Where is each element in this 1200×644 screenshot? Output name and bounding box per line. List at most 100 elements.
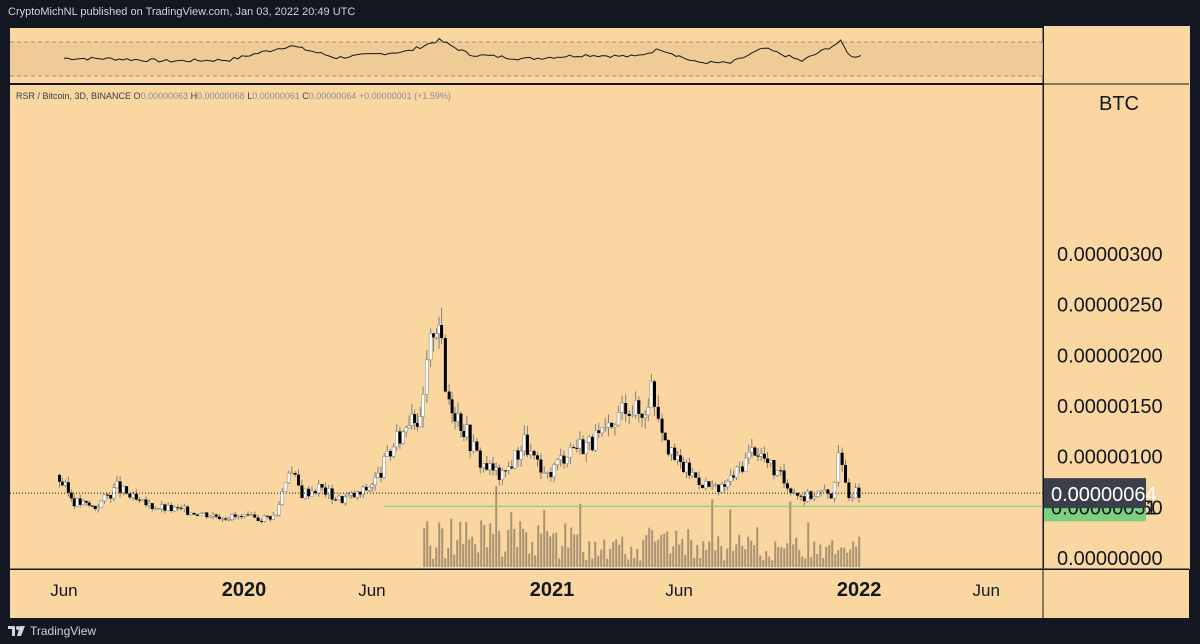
candle-down <box>195 514 199 516</box>
candle-down <box>762 453 766 459</box>
volume-bar <box>690 539 693 567</box>
candle-up <box>401 431 405 444</box>
volume-bar <box>627 559 630 567</box>
candle-down <box>682 461 686 473</box>
candle-up <box>522 434 527 452</box>
volume-bar <box>612 541 615 567</box>
legend-part-3: H <box>191 91 198 101</box>
candle-up <box>643 414 647 419</box>
candle-up <box>153 508 158 511</box>
volume-bar <box>819 544 822 567</box>
candle-up <box>646 407 651 416</box>
candle-up <box>407 425 411 428</box>
candle-down <box>847 482 851 498</box>
volume-bar <box>663 533 666 567</box>
candle-down <box>766 458 770 463</box>
volume-bar <box>519 521 522 567</box>
candle-down <box>297 474 301 486</box>
candle-down <box>84 500 88 503</box>
candle-up <box>274 514 278 517</box>
price-pane <box>10 85 1043 569</box>
candle-down <box>673 447 677 460</box>
candle-down <box>415 422 419 427</box>
candle-down <box>796 492 800 496</box>
candle-down <box>637 400 641 414</box>
volume-bar <box>852 541 855 567</box>
volume-bar <box>597 555 600 567</box>
candle-up <box>728 475 733 482</box>
volume-bar <box>600 549 603 567</box>
volume-bar <box>657 539 660 567</box>
volume-bar <box>720 546 723 567</box>
volume-bar <box>843 547 846 567</box>
chart[interactable]: RSR / Bitcoin, 3D, BINANCE O0.00000063 H… <box>0 26 1200 618</box>
volume-bar <box>525 532 528 567</box>
candle-down <box>462 430 466 437</box>
volume-bar <box>783 548 786 567</box>
volume-bar <box>801 556 804 567</box>
candle-up <box>391 446 396 457</box>
candle-up <box>471 441 476 452</box>
volume-bar <box>432 558 435 567</box>
volume-bar <box>666 531 669 567</box>
candle-down <box>666 440 670 455</box>
candle-down <box>809 491 813 499</box>
candle-up <box>121 486 126 493</box>
candle-up <box>600 427 604 434</box>
volume-bar <box>702 541 705 567</box>
candle-up <box>815 490 820 497</box>
candle-down <box>717 484 721 493</box>
volume-bar <box>765 551 768 567</box>
candle-down <box>497 467 501 480</box>
candle-up <box>529 450 533 456</box>
volume-bar <box>585 560 588 567</box>
volume-bar <box>486 547 489 567</box>
candle-down <box>300 485 304 499</box>
candle-up <box>337 495 341 500</box>
volume-bar <box>831 540 834 567</box>
candle-up <box>277 504 281 516</box>
candle-down <box>516 450 520 460</box>
volume-bar <box>555 532 558 567</box>
candle-down <box>789 488 793 493</box>
volume-bar <box>426 521 429 567</box>
volume-bar <box>615 539 618 567</box>
volume-bar <box>648 527 651 567</box>
candle-up <box>587 436 592 443</box>
candle-up <box>96 507 100 510</box>
publisher-bar: CryptoMichNL published on TradingView.co… <box>0 0 1200 26</box>
candle-up <box>373 477 377 486</box>
candle-down <box>723 484 727 487</box>
candle-up <box>147 502 151 506</box>
candle-up <box>743 457 748 472</box>
candle-down <box>627 413 631 416</box>
unit-label: BTC <box>1099 93 1139 115</box>
volume-bar <box>447 548 450 567</box>
volume-bar <box>453 554 456 567</box>
volume-bar <box>738 534 741 567</box>
legend-part-6: 0.00000061 <box>252 91 302 101</box>
candle-up <box>593 430 598 451</box>
candle-up <box>456 413 460 422</box>
candle-down <box>240 516 244 518</box>
candle-up <box>500 470 505 481</box>
x-tick-label: Jun <box>50 581 77 600</box>
candle-up <box>584 442 588 455</box>
volume-bar <box>549 536 552 567</box>
volume-bar <box>798 550 801 567</box>
candle-down <box>802 496 806 502</box>
candle-up <box>819 490 823 493</box>
volume-bar <box>438 522 441 567</box>
volume-bar <box>726 548 729 567</box>
candle-up <box>271 514 276 520</box>
candle-down <box>320 484 324 488</box>
candle-down <box>549 472 553 478</box>
volume-bar <box>732 550 735 567</box>
volume-bar <box>477 552 480 567</box>
candle-down <box>379 473 383 478</box>
volume-bar <box>768 556 771 567</box>
candle-up <box>506 466 511 471</box>
candle-down <box>69 492 73 499</box>
volume-bar <box>573 534 576 567</box>
volume-bar <box>840 547 843 567</box>
